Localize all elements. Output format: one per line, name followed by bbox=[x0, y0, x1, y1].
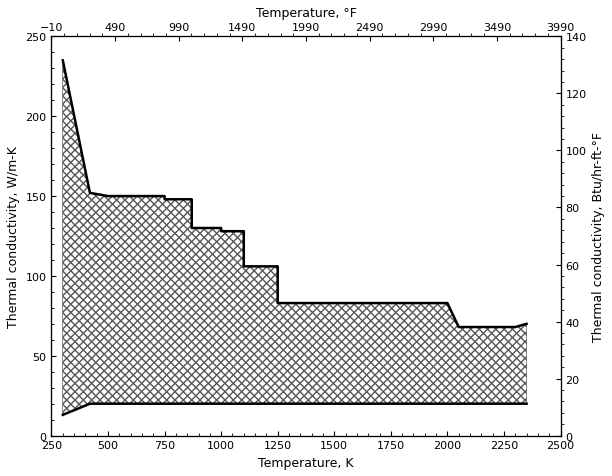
X-axis label: Temperature, K: Temperature, K bbox=[258, 456, 354, 469]
Y-axis label: Thermal conductivity, W/m-K: Thermal conductivity, W/m-K bbox=[7, 146, 20, 327]
Polygon shape bbox=[63, 61, 526, 415]
X-axis label: Temperature, °F: Temperature, °F bbox=[256, 7, 356, 20]
Y-axis label: Thermal conductivity, Btu/hr-ft-°F: Thermal conductivity, Btu/hr-ft-°F bbox=[592, 132, 605, 341]
